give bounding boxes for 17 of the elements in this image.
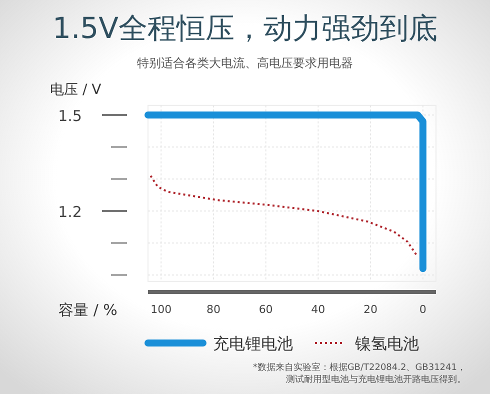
text: *数据来自实验室：根据GB/T22084.2、GB31241， <box>252 362 466 373</box>
text: 测试耐用型电池与充电锂电池开路电压得到。 <box>286 374 466 385</box>
x-tick-label: 0 <box>419 303 426 316</box>
x-tick-label: 60 <box>258 303 273 316</box>
chart-subtitle: 特别适合各类大电流、高电压要求用电器 <box>137 56 353 70</box>
legend-label: 充电锂电池 <box>213 334 293 353</box>
x-tick-label: 100 <box>150 303 172 316</box>
legend-label: 镍氢电池 <box>354 334 419 353</box>
x-tick-label: 80 <box>206 303 220 316</box>
line-series <box>150 174 419 258</box>
x-axis-title: 容量 / % <box>58 301 118 319</box>
y-tick-label: 1.2 <box>58 203 82 221</box>
x-tick-label: 20 <box>364 303 378 316</box>
chart-title: 1.5V全程恒压，动力强劲到底 <box>52 11 438 45</box>
y-tick-label: 1.5 <box>58 107 82 125</box>
x-tick-label: 40 <box>311 303 326 316</box>
y-axis-title: 电压 / V <box>50 82 102 98</box>
